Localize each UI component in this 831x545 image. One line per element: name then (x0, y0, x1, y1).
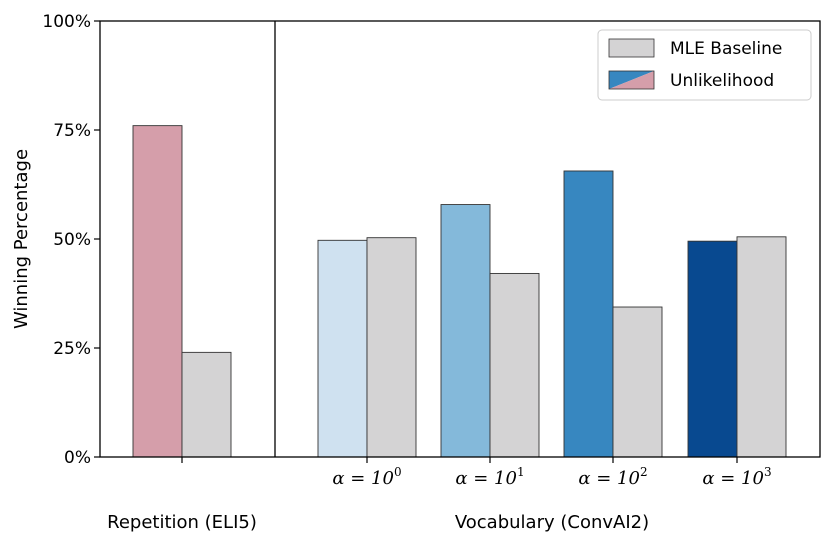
legend-label-unlikelihood: Unlikelihood (670, 71, 774, 91)
x-tick-label: α = 102 (578, 465, 647, 489)
y-tick-label: 50% (53, 230, 91, 250)
y-axis-title: Winning Percentage (11, 149, 32, 329)
legend-swatch-unlikelihood-border (608, 70, 655, 90)
bar-mle (181, 351, 232, 458)
x-tick-label: α = 100 (332, 465, 401, 489)
bar-unlikelihood (687, 240, 738, 458)
bar-unlikelihood (563, 170, 614, 458)
bar-mle (736, 236, 787, 458)
legend: MLE Baseline Unlikelihood (597, 29, 812, 101)
group-label: Repetition (ELI5) (107, 512, 257, 533)
legend-swatch-mle (608, 38, 655, 58)
bar-unlikelihood (132, 125, 183, 458)
bar-mle (612, 306, 663, 458)
y-tick-label: 100% (42, 12, 91, 32)
x-axis: Repetition (ELI5) α = 100 α = 101 α = 102 α … (107, 457, 772, 533)
bar-unlikelihood (440, 204, 491, 458)
y-tick-label: 75% (53, 121, 91, 141)
y-axis: 0% 25% 50% 75% 100% (42, 12, 100, 468)
group-label: Vocabulary (ConvAI2) (455, 512, 649, 533)
bar-mle (366, 237, 417, 458)
bars-layer (132, 125, 787, 458)
x-tick-label: α = 103 (702, 465, 771, 489)
bar-unlikelihood (317, 239, 368, 458)
bar-mle (489, 272, 540, 458)
x-tick-label: α = 101 (455, 465, 524, 489)
legend-label-mle: MLE Baseline (670, 39, 782, 59)
y-tick-label: 0% (64, 448, 91, 468)
y-tick-label: 25% (53, 339, 91, 359)
legend-swatch-unlikelihood-pink (609, 71, 654, 89)
